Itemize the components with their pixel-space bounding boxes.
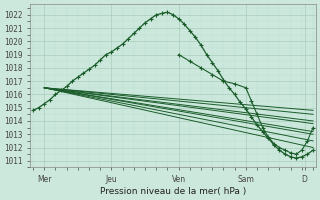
X-axis label: Pression niveau de la mer( hPa ): Pression niveau de la mer( hPa ) [100,187,246,196]
